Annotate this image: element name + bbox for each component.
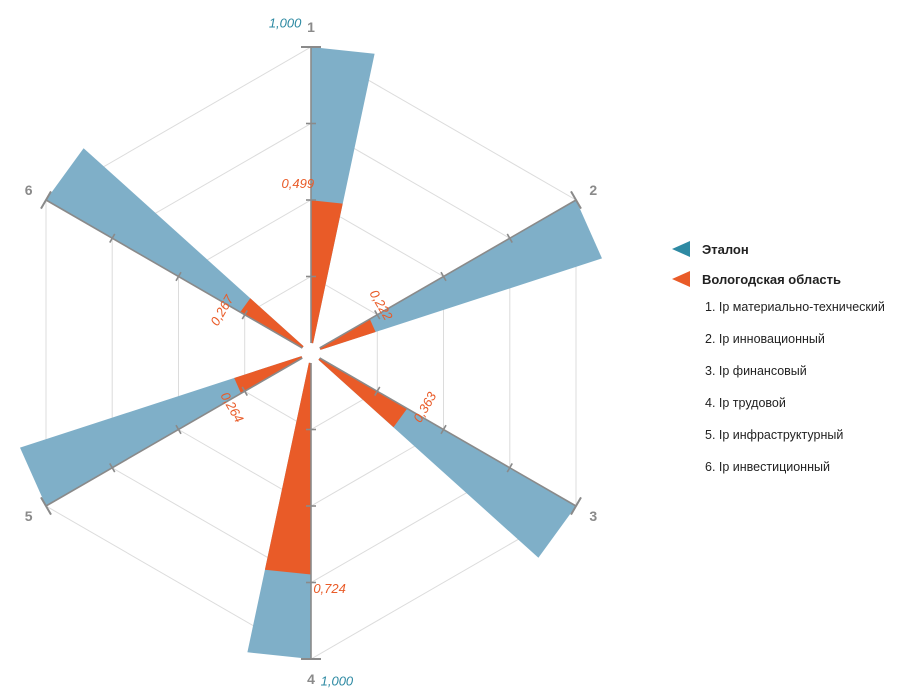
axis-label: 3 xyxy=(589,508,597,524)
reference-sector xyxy=(46,148,304,348)
axis-tick xyxy=(109,233,116,243)
axis-tick xyxy=(506,463,513,473)
legend-axis-item: 3. Ip финансовый xyxy=(705,364,807,378)
legend-marker-etalon xyxy=(672,241,690,257)
data-sector xyxy=(240,298,304,348)
axis-end-bar xyxy=(570,190,582,210)
data-sector xyxy=(264,362,311,575)
data-label: 0,724 xyxy=(313,581,346,596)
data-label: 0,363 xyxy=(410,389,440,425)
axis-tick xyxy=(374,310,381,320)
axis-tick xyxy=(374,386,381,396)
axis-tick xyxy=(175,424,182,435)
legend-label-etalon: Эталон xyxy=(702,241,749,257)
reference-sector xyxy=(20,356,303,506)
axis-tick xyxy=(440,271,447,282)
legend-axis-item: 4. Ip трудовой xyxy=(705,396,786,410)
legend-marker-vologda xyxy=(672,271,690,287)
axis-tick xyxy=(175,271,182,282)
axis-line xyxy=(45,199,303,349)
data-label: 1,000 xyxy=(269,15,302,30)
legend-axis-list: 1. Ip материально-технический 2. Ip инно… xyxy=(705,298,885,490)
data-sector xyxy=(234,356,303,394)
legend-axis-item: 1. Ip материально-технический xyxy=(705,300,885,314)
legend: Эталон Вологодская область 1. Ip материа… xyxy=(672,234,885,490)
axis-line xyxy=(319,357,577,507)
axis-tick xyxy=(109,463,116,473)
axis-label: 5 xyxy=(25,508,33,524)
axis-label: 4 xyxy=(307,671,315,687)
axis-tick xyxy=(440,424,447,435)
data-label: 0,499 xyxy=(282,176,315,191)
axis-label: 1 xyxy=(307,19,315,35)
data-label: 1,000 xyxy=(321,673,354,688)
axis-end-bar xyxy=(40,496,52,516)
axis-label: 2 xyxy=(589,182,597,198)
data-sector xyxy=(318,358,408,428)
reference-sector xyxy=(319,200,602,350)
axis-label: 6 xyxy=(25,182,33,198)
axis-tick xyxy=(241,310,248,320)
legend-label-vologda: Вологодская область xyxy=(702,271,842,287)
legend-series-etalon: Эталон xyxy=(672,234,885,264)
data-label: 0,264 xyxy=(217,389,246,425)
axis-end-bar xyxy=(570,496,582,516)
legend-axis-item: 6. Ip инвестиционный xyxy=(705,460,830,474)
axis-tick xyxy=(506,233,513,243)
data-sector xyxy=(311,200,343,344)
legend-series-vologda: Вологодская область xyxy=(672,264,885,294)
data-sector xyxy=(319,319,376,350)
axis-line xyxy=(319,199,577,349)
axis-line xyxy=(45,357,303,507)
legend-axis-item: 2. Ip инновационный xyxy=(705,332,825,346)
axis-tick xyxy=(241,386,248,396)
radar-chart: 1234561,0001,0000,4990,2220,3630,7240,26… xyxy=(20,15,602,688)
axis-end-bar xyxy=(40,190,52,210)
legend-axis-item: 5. Ip инфраструктурный xyxy=(705,428,844,442)
